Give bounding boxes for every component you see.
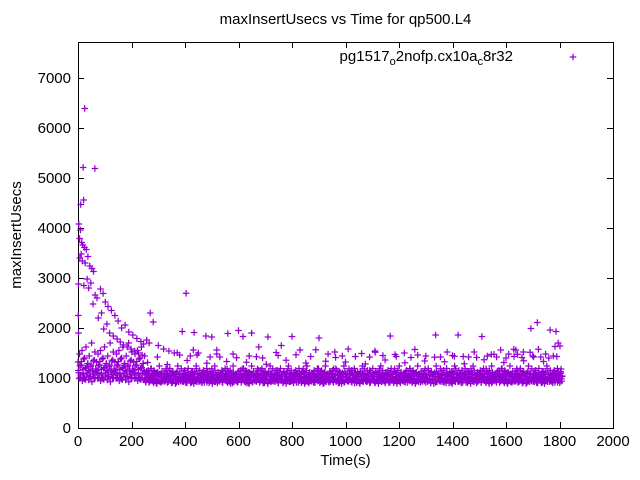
y-tick-label: 7000 bbox=[38, 70, 71, 87]
y-tick-label: 2000 bbox=[38, 320, 71, 337]
y-axis-label: maxInsertUsecs bbox=[8, 181, 25, 289]
data-points bbox=[74, 105, 566, 387]
y-tick-label: 6000 bbox=[38, 120, 71, 137]
y-tick-label: 0 bbox=[63, 420, 71, 437]
x-tick-label: 800 bbox=[279, 433, 304, 450]
legend-label-part: pg1517 bbox=[339, 48, 390, 65]
x-tick-label: 0 bbox=[74, 433, 82, 450]
x-tick-label: 600 bbox=[226, 433, 251, 450]
x-tick-label: 400 bbox=[172, 433, 197, 450]
legend-label-subscript: c bbox=[477, 56, 483, 68]
x-tick-label: 1400 bbox=[436, 433, 469, 450]
x-tick-label: 1000 bbox=[329, 433, 362, 450]
legend: pg1517o2nofp.cx10ac8r32 bbox=[339, 48, 513, 68]
chart-title: maxInsertUsecs vs Time for qp500.L4 bbox=[219, 11, 472, 28]
legend-label-subscript: o bbox=[389, 56, 396, 68]
legend-label-part: 2nofp.cx10a bbox=[395, 48, 478, 65]
x-tick-label: 200 bbox=[119, 433, 144, 450]
y-tick-label: 1000 bbox=[38, 370, 71, 387]
x-tick-label: 2000 bbox=[596, 433, 629, 450]
legend-label: pg1517o2nofp.cx10ac8r32 bbox=[339, 48, 513, 68]
y-tick-label: 3000 bbox=[38, 270, 71, 287]
x-tick-label: 1600 bbox=[489, 433, 522, 450]
legend-marker bbox=[569, 53, 577, 61]
axis-ticks bbox=[78, 42, 614, 429]
x-axis-label: Time(s) bbox=[320, 452, 371, 469]
y-tick-label: 5000 bbox=[38, 170, 71, 187]
legend-label-part: 8r32 bbox=[482, 48, 513, 65]
y-tick-label: 4000 bbox=[38, 220, 71, 237]
x-tick-label: 1800 bbox=[543, 433, 576, 450]
x-tick-label: 1200 bbox=[382, 433, 415, 450]
